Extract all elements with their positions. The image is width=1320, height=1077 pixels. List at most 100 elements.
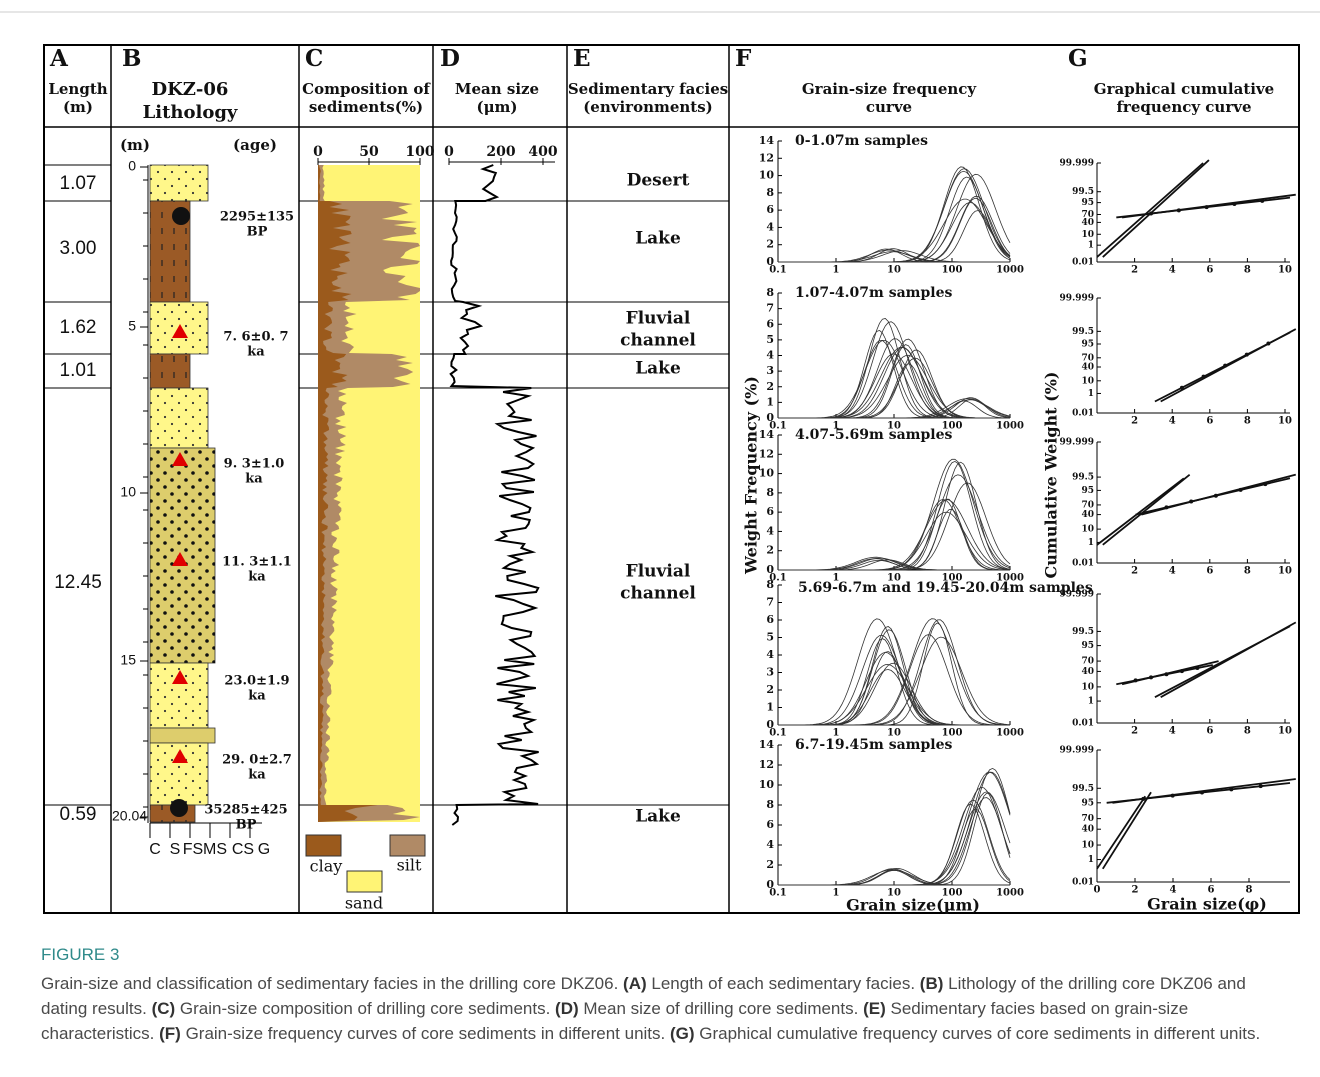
freq-curve <box>778 348 1010 419</box>
freq-curve <box>778 355 1010 418</box>
grain-class-label: S <box>170 841 181 858</box>
cum-ytick-label: 99.999 <box>1060 590 1094 600</box>
cum-point <box>1266 342 1270 346</box>
freq-ytick-label: 14 <box>759 738 775 751</box>
freq-ytick-label: 10 <box>759 778 775 791</box>
mean-tick-label: 400 <box>528 144 557 160</box>
cum-ytick-label: 10 <box>1081 376 1094 386</box>
cum-ytick-label: 1 <box>1088 697 1094 707</box>
cum-xtick-label: 2 <box>1131 566 1138 577</box>
depth-tick-label: 15 <box>120 652 136 668</box>
cum-ytick-label: 95 <box>1081 340 1094 350</box>
freq-ytick-label: 8 <box>766 486 774 499</box>
panel-letter: F <box>735 45 752 72</box>
panel-title: Length <box>48 80 107 98</box>
legend-label: silt <box>397 856 422 875</box>
panel-title: (environments) <box>583 98 713 116</box>
cum-ytick-label: 0.01 <box>1072 559 1094 569</box>
cum-point <box>1223 364 1227 368</box>
facies-label: Lake <box>635 229 681 249</box>
cum-point <box>1164 505 1168 509</box>
caption-item-text: Grain-size frequency curves of core sedi… <box>186 1024 666 1043</box>
cum-ytick-label: 95 <box>1081 798 1094 808</box>
litho-pattern <box>150 165 208 201</box>
facies-label: Fluvial <box>626 562 691 582</box>
cum-xtick-label: 10 <box>1278 726 1292 737</box>
freq-ytick-label: 3 <box>766 666 774 679</box>
freq-curve <box>778 792 1010 885</box>
freq-ytick-label: 6 <box>766 203 774 216</box>
length-value: 1.01 <box>60 360 97 381</box>
freq-xtick-label: 100 <box>942 265 963 276</box>
figure: ALength(m)BDKZ-06LithologyCComposition o… <box>0 0 1320 930</box>
freq-ytick-label: 12 <box>759 151 774 164</box>
freq-xlabel: Grain size(μm) <box>846 896 980 915</box>
mean-tick-label: 0 <box>444 144 454 160</box>
freq-ytick-label: 5 <box>766 631 774 644</box>
freq-subplot-label: 4.07-5.69m samples <box>795 427 952 443</box>
freq-ytick-label: 6 <box>766 505 774 518</box>
panel-letter: G <box>1068 45 1088 72</box>
depth-tick-label: 0 <box>128 158 136 174</box>
cum-xtick-label: 4 <box>1169 566 1176 577</box>
cum-point <box>1232 202 1236 206</box>
freq-ytick-label: 6 <box>766 317 774 330</box>
cum-xtick-label: 2 <box>1131 265 1138 276</box>
panel-title: curve <box>866 98 912 116</box>
cum-ytick-label: 99.999 <box>1060 746 1094 756</box>
caption-item-label: (G) <box>670 1024 695 1043</box>
composition-tick-label: 100 <box>405 144 434 160</box>
mean-size-curve <box>451 165 539 825</box>
cum-xtick-label: 10 <box>1278 566 1292 577</box>
cum-ytick-label: 0.01 <box>1072 258 1094 268</box>
cum-ytick-label: 99.999 <box>1060 294 1094 304</box>
legend-swatch <box>390 835 425 856</box>
freq-curve <box>778 772 1010 885</box>
freq-ytick-label: 2 <box>766 683 774 696</box>
cum-ytick-label: 95 <box>1081 486 1094 496</box>
cum-ytick-label: 1 <box>1088 241 1094 251</box>
legend-label: clay <box>310 857 343 876</box>
cum-xtick-label: 10 <box>1278 416 1292 427</box>
cum-ytick-label: 40 <box>1081 667 1094 677</box>
panel-title: Sedimentary facies <box>568 80 728 98</box>
panel-title: Mean size <box>455 80 539 98</box>
cum-point <box>1149 211 1153 215</box>
panel-title: (m) <box>63 98 93 116</box>
cum-point <box>1259 784 1263 788</box>
cum-xtick-label: 8 <box>1244 416 1251 427</box>
freq-ytick-label: 8 <box>766 186 774 199</box>
date-label: 7. 6±0. 7 <box>223 330 288 345</box>
cum-ytick-label: 95 <box>1081 198 1094 208</box>
freq-ytick-label: 8 <box>766 798 774 811</box>
freq-curve <box>778 177 1010 262</box>
cum-ytick-label: 10 <box>1081 841 1094 851</box>
cum-ytick-label: 40 <box>1081 218 1094 228</box>
freq-xtick-label: 1 <box>833 265 840 276</box>
cum-xtick-label: 8 <box>1244 265 1251 276</box>
length-value: 1.07 <box>60 173 97 194</box>
grain-class-label: G <box>258 841 270 858</box>
cum-ytick-label: 40 <box>1081 510 1094 520</box>
freq-xtick-label: 1000 <box>996 265 1024 276</box>
panel-title: Composition of <box>302 80 431 98</box>
cum-point <box>1260 199 1264 203</box>
composition-tick-label: 50 <box>359 144 379 160</box>
caption-item-label: (C) <box>152 999 176 1018</box>
cum-point <box>1229 787 1233 791</box>
cum-ytick-label: 70 <box>1081 657 1094 667</box>
date-label: 35285±425 <box>204 803 287 818</box>
cum-ytick-label: 10 <box>1081 525 1094 535</box>
cum-ytick-label: 0.01 <box>1072 719 1094 729</box>
cum-ytick-label: 40 <box>1081 825 1094 835</box>
legend-swatch <box>347 871 382 892</box>
caption-item-text: Mean size of drilling core sediments. <box>583 999 858 1018</box>
cum-point <box>1205 205 1209 209</box>
date-label: ka <box>248 570 266 585</box>
cum-ytick-label: 1 <box>1088 855 1094 865</box>
freq-curve <box>778 670 1010 726</box>
mean-tick-label: 200 <box>486 144 515 160</box>
freq-subplot-label: 5.69-6.7m and 19.45-20.04m samples <box>798 580 1093 596</box>
cum-xtick-label: 2 <box>1131 416 1138 427</box>
cum-xtick-label: 4 <box>1169 416 1176 427</box>
